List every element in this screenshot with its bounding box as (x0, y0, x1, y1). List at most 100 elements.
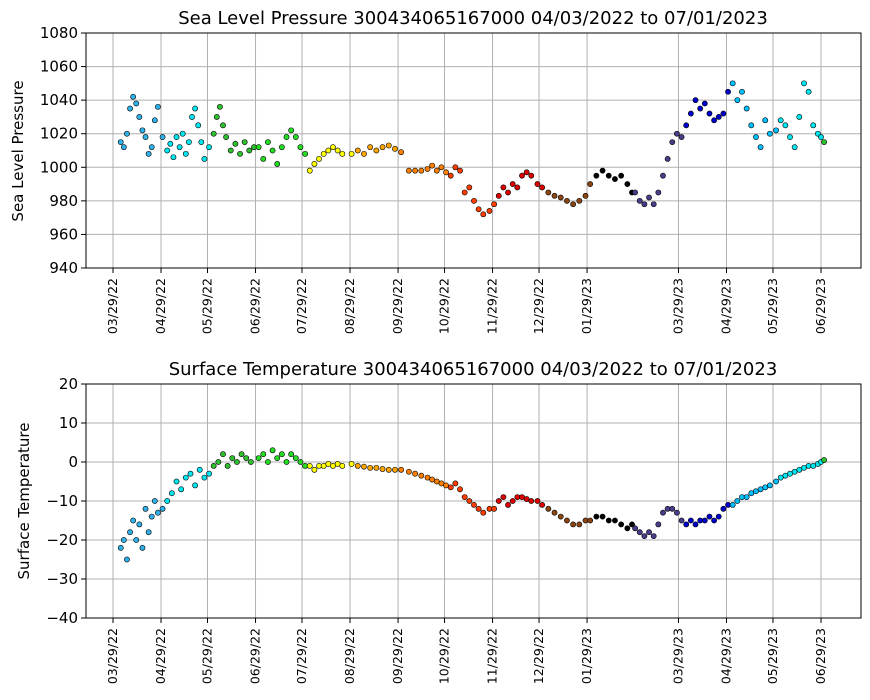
data-point (186, 139, 192, 146)
data-point (311, 466, 318, 473)
data-point (701, 517, 708, 524)
data-point (551, 509, 558, 516)
data-point (539, 184, 546, 191)
plot-frame (85, 32, 862, 269)
data-point (471, 501, 477, 508)
data-point (576, 521, 583, 528)
data-point (514, 184, 521, 191)
x-tick-label: 07/29/22 (294, 278, 309, 334)
data-point (505, 189, 511, 196)
data-point (461, 189, 468, 196)
data-point (124, 556, 130, 563)
data-point (753, 134, 759, 140)
data-point (720, 505, 727, 512)
data-point (551, 192, 558, 199)
data-point (773, 127, 779, 134)
data-point (316, 155, 322, 162)
data-point (182, 150, 189, 157)
x-tick-label: 06/29/22 (248, 628, 263, 684)
data-point (173, 134, 180, 140)
data-point (777, 117, 784, 124)
data-point (438, 164, 445, 171)
x-tick-label: 07/29/22 (294, 628, 309, 684)
y-tick-label: 1020 (40, 125, 78, 143)
data-point (325, 147, 332, 154)
data-point (206, 144, 212, 151)
data-point (178, 486, 185, 493)
x-tick-label: 03/29/23 (670, 628, 685, 684)
x-tick-label: 04/29/23 (718, 628, 733, 684)
data-point (664, 155, 671, 162)
x-tick-label: 05/29/23 (765, 278, 780, 334)
data-point (243, 455, 250, 461)
data-point (339, 462, 346, 469)
y-tick-label: 0 (68, 453, 78, 471)
data-point (692, 521, 699, 528)
data-point (392, 145, 398, 152)
data-point (725, 88, 731, 95)
x-tick-label: 09/29/22 (390, 628, 405, 684)
data-point (461, 494, 468, 500)
data-point (159, 134, 166, 140)
data-point (159, 505, 166, 512)
data-point (339, 150, 346, 157)
ticks: 940 960 980 1000 1020 1040 1060 1080 03/29/22 04/… (40, 24, 828, 334)
data-point (227, 147, 234, 154)
data-point (674, 509, 680, 516)
data-point (418, 167, 425, 174)
data-point (117, 544, 124, 551)
data-point (133, 537, 140, 543)
data-point (734, 498, 741, 504)
data-point (821, 457, 827, 463)
data-point (636, 529, 643, 536)
data-point (201, 155, 208, 162)
data-point (466, 498, 473, 504)
data-point (302, 150, 309, 157)
data-point (678, 134, 685, 140)
data-point (297, 144, 304, 151)
data-point (367, 144, 374, 151)
data-point (398, 466, 405, 473)
data-point (729, 80, 736, 87)
data-point (655, 521, 662, 528)
data-point (265, 139, 271, 146)
data-point (509, 498, 516, 504)
data-point (655, 189, 662, 196)
data-point (534, 498, 541, 504)
data-point (818, 134, 824, 140)
data-point (145, 150, 152, 157)
data-point (433, 167, 440, 174)
data-point (624, 181, 631, 187)
data-point (278, 451, 285, 458)
data-point (164, 147, 171, 154)
data-point (646, 529, 652, 536)
data-point (748, 122, 755, 129)
data-point (570, 201, 577, 208)
data-point (373, 464, 380, 471)
data-point (624, 525, 631, 532)
data-point (618, 521, 625, 528)
data-point (288, 451, 295, 458)
data-point (762, 117, 769, 124)
data-point (379, 144, 386, 151)
data-point (198, 139, 205, 146)
ticks: −40 −30 −20 −10 0 10 20 03/29/22 04/29/22 05/29/2… (46, 375, 828, 684)
data-point (697, 105, 704, 112)
data-point (509, 181, 516, 187)
data-point (443, 169, 449, 176)
data-point (674, 130, 680, 137)
x-tick-label: 06/29/23 (813, 278, 828, 334)
x-tick-label: 12/29/22 (531, 628, 546, 684)
data-point (139, 127, 146, 134)
data-point (167, 140, 174, 147)
data-points (117, 80, 827, 218)
data-point (379, 466, 386, 472)
data-point (238, 451, 245, 458)
data-point (210, 462, 217, 469)
data-point (255, 455, 262, 461)
data-point (241, 139, 248, 146)
surface-temperature-chart: Surface Temperature 300434065167000 04/0… (15, 359, 862, 684)
data-point (398, 149, 405, 156)
x-tick-label: 09/29/22 (390, 278, 405, 334)
